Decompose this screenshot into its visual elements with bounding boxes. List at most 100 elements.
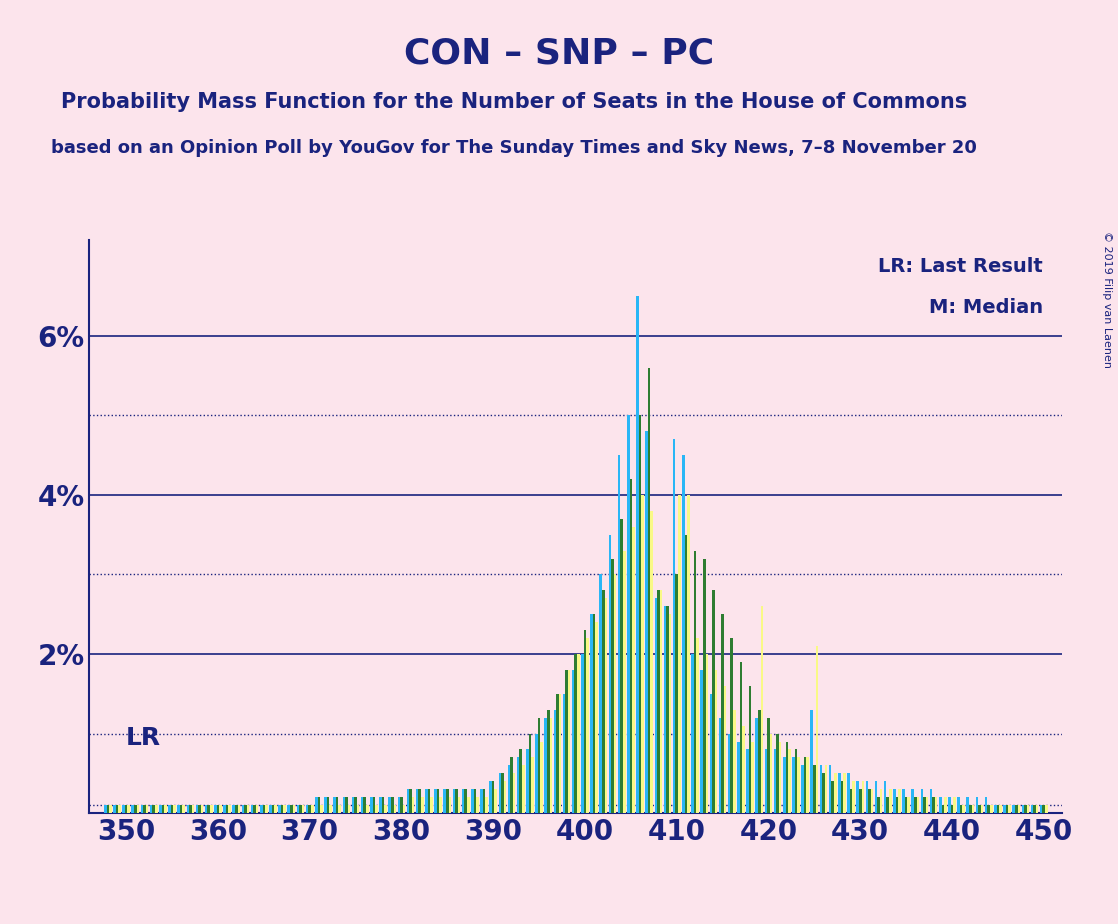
Bar (300, 805, 302, 813)
Bar (902, 789, 904, 813)
Bar (985, 797, 987, 813)
Bar (911, 789, 915, 813)
Bar (793, 758, 795, 813)
Bar (122, 805, 125, 813)
Bar (1015, 805, 1017, 813)
Bar (1006, 805, 1008, 813)
Bar (335, 797, 339, 813)
Bar (540, 741, 543, 813)
Bar (1003, 805, 1006, 813)
Bar (705, 654, 708, 813)
Bar (969, 805, 972, 813)
Bar (828, 765, 832, 813)
Bar (632, 527, 635, 813)
Bar (673, 439, 675, 813)
Bar (1013, 805, 1015, 813)
Bar (302, 805, 304, 813)
Bar (439, 797, 442, 813)
Bar (104, 805, 106, 813)
Bar (1026, 805, 1030, 813)
Bar (125, 805, 127, 813)
Bar (196, 805, 198, 813)
Bar (675, 575, 678, 813)
Bar (471, 789, 474, 813)
Bar (115, 805, 119, 813)
Bar (513, 773, 515, 813)
Bar (733, 710, 736, 813)
Bar (136, 805, 139, 813)
Bar (832, 782, 834, 813)
Bar (306, 805, 309, 813)
Bar (180, 805, 182, 813)
Bar (627, 415, 629, 813)
Bar (994, 805, 996, 813)
Bar (966, 797, 969, 813)
Bar (926, 797, 928, 813)
Bar (201, 805, 203, 813)
Bar (608, 535, 612, 813)
Bar (198, 805, 201, 813)
Bar (746, 749, 749, 813)
Bar (779, 741, 781, 813)
Text: M: Median: M: Median (929, 298, 1043, 317)
Bar (320, 805, 323, 813)
Bar (847, 773, 850, 813)
Bar (664, 606, 666, 813)
Bar (740, 662, 742, 813)
Bar (751, 741, 754, 813)
Bar (843, 773, 845, 813)
Bar (391, 797, 394, 813)
Bar (457, 797, 461, 813)
Bar (581, 654, 584, 813)
Bar (517, 758, 520, 813)
Bar (896, 797, 898, 813)
Bar (880, 789, 882, 813)
Bar (527, 749, 529, 813)
Bar (250, 805, 254, 813)
Bar (783, 758, 786, 813)
Bar (811, 710, 813, 813)
Bar (550, 718, 552, 813)
Bar (856, 782, 859, 813)
Bar (499, 773, 501, 813)
Bar (935, 797, 938, 813)
Bar (612, 558, 614, 813)
Bar (742, 725, 745, 813)
Bar (178, 805, 180, 813)
Bar (737, 741, 740, 813)
Bar (939, 797, 941, 813)
Bar (862, 782, 864, 813)
Bar (189, 805, 191, 813)
Bar (559, 694, 561, 813)
Bar (996, 805, 999, 813)
Bar (593, 614, 596, 813)
Bar (703, 558, 705, 813)
Bar (694, 551, 697, 813)
Bar (989, 805, 993, 813)
Bar (758, 710, 760, 813)
Bar (932, 797, 935, 813)
Bar (370, 797, 372, 813)
Bar (859, 789, 862, 813)
Bar (162, 805, 164, 813)
Bar (944, 797, 947, 813)
Bar (645, 432, 648, 813)
Bar (235, 805, 237, 813)
Bar (904, 797, 908, 813)
Bar (274, 805, 277, 813)
Bar (453, 789, 455, 813)
Bar (483, 789, 485, 813)
Bar (501, 773, 503, 813)
Bar (464, 789, 467, 813)
Bar (620, 518, 623, 813)
Bar (887, 797, 889, 813)
Bar (730, 638, 733, 813)
Bar (394, 805, 396, 813)
Bar (385, 805, 387, 813)
Bar (430, 797, 433, 813)
Bar (898, 789, 901, 813)
Bar (651, 511, 653, 813)
Bar (788, 749, 790, 813)
Bar (1033, 805, 1036, 813)
Bar (284, 805, 286, 813)
